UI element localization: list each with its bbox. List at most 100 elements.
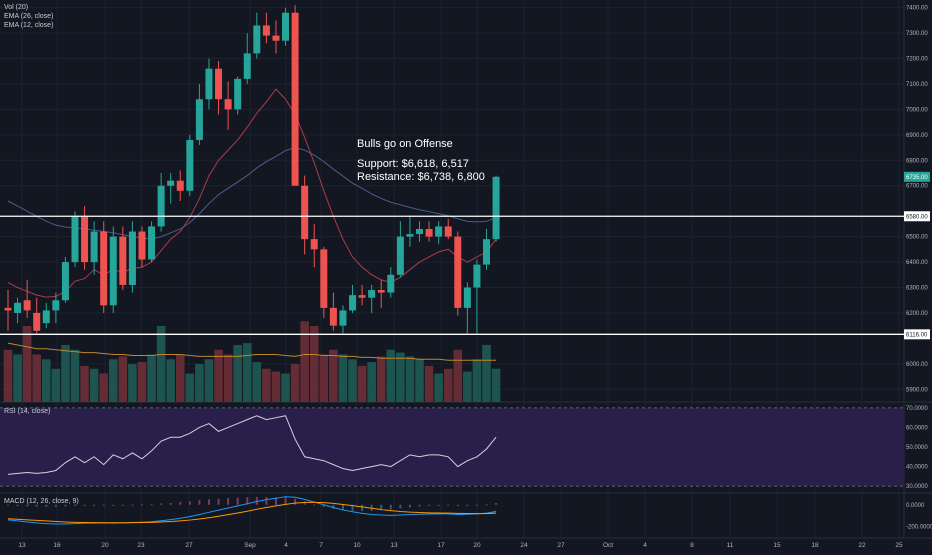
candle-body: [42, 310, 50, 324]
candle-body: [157, 185, 165, 227]
candle-body: [282, 12, 290, 41]
macd-histogram-bar: [456, 504, 459, 506]
date-tick-label: 25: [895, 542, 903, 549]
volume-bar: [61, 345, 70, 402]
macd-histogram-bar: [169, 502, 172, 505]
date-tick-label: 8: [690, 542, 694, 549]
macd-histogram-bar: [389, 504, 392, 510]
macd-histogram-bar: [16, 504, 19, 507]
candle-body: [435, 226, 443, 237]
macd-histogram-bar: [294, 498, 297, 505]
price-tick-label: 5900.00: [906, 387, 928, 393]
candles: [4, 5, 500, 334]
volume-bar: [214, 349, 223, 402]
macd-histogram-bar: [313, 504, 316, 506]
macd-histogram-bar: [466, 504, 469, 506]
date-tick-label: 16: [53, 542, 61, 549]
date-tick-label: 27: [557, 542, 565, 549]
volume-ma-line: [7, 342, 497, 361]
rsi-pane: [0, 407, 904, 487]
candle-body: [4, 307, 12, 311]
candle-body: [349, 295, 357, 311]
candle-body: [176, 180, 184, 191]
rsi-tick-label: 30.0000: [906, 484, 928, 490]
volume-bar: [319, 354, 329, 402]
volume-bar: [99, 373, 108, 402]
macd-histogram-bar: [437, 504, 440, 506]
volume-bar: [443, 368, 453, 402]
macd-histogram-bar: [7, 504, 9, 506]
candle-body: [100, 231, 108, 306]
macd-histogram-bar: [160, 503, 163, 505]
macd-legend-label: MACD (12, 26, close, 9): [4, 498, 79, 505]
macd-tick-label: 0.0000: [906, 503, 925, 509]
macd-histogram-bar: [485, 504, 488, 506]
macd-histogram-bar: [121, 504, 124, 506]
candle-body: [483, 239, 490, 265]
candle-body: [81, 216, 89, 263]
price-tick-label: 6200.00: [906, 311, 928, 317]
macd-histogram-bar: [399, 504, 402, 509]
volume-bar: [281, 373, 290, 402]
candle-body: [320, 249, 328, 308]
rsi-legend-label: RSI (14, close): [4, 408, 51, 415]
volume-bar: [463, 371, 472, 402]
volume-bar: [185, 373, 195, 402]
vol-legend-label: Vol (20): [4, 4, 29, 11]
date-tick-label: 11: [727, 542, 734, 549]
macd-histogram-bar: [188, 501, 191, 505]
volume-bar: [70, 349, 80, 402]
annotation-support: Support: $6,618, 6,517: [357, 158, 469, 170]
candle-body: [215, 68, 223, 100]
macd-histogram-bar: [64, 504, 67, 507]
price-label: 6116.00: [906, 332, 928, 338]
annotation-title: Bulls go on Offense: [357, 138, 453, 150]
volume-bar: [22, 326, 32, 402]
volume-bar: [89, 368, 99, 402]
macd-histogram-bar: [447, 504, 450, 506]
macd-histogram-bar: [198, 500, 201, 505]
macd-histogram-bar: [408, 504, 411, 508]
volume-bar: [175, 354, 185, 402]
macd-histogram-bar: [83, 504, 86, 506]
candle-body: [425, 228, 433, 237]
candle-body: [272, 35, 280, 41]
date-tick-label: 4: [284, 542, 288, 549]
candle-body: [61, 262, 69, 301]
macd-histogram-bar: [54, 504, 57, 507]
volume-bar: [396, 352, 405, 402]
rsi-tick-label: 70.0000: [906, 406, 928, 412]
ema26-legend-label: EMA (26, close): [4, 13, 54, 20]
date-tick-label: Oct: [603, 542, 613, 549]
candle-body: [406, 234, 414, 237]
volume-bar: [434, 373, 443, 402]
volume-bar: [491, 368, 501, 402]
rsi-band: [0, 407, 904, 487]
volume-bar: [348, 359, 357, 402]
volume-bar: [128, 364, 137, 402]
volume-bar: [13, 354, 22, 402]
macd-histogram-bar: [131, 504, 134, 506]
candle-body: [329, 307, 337, 326]
price-tick-label: 6900.00: [906, 133, 928, 139]
volume-bar: [357, 365, 367, 402]
price-tick-label: 7300.00: [906, 31, 928, 37]
volume-bar: [32, 354, 41, 402]
volume-bar: [472, 359, 482, 402]
volume-bar: [329, 349, 338, 402]
ema-lines: [7, 88, 497, 298]
annotation-resistance: Resistance: $6,738, 6,800: [357, 171, 485, 183]
rsi-tick-label: 60.0000: [906, 425, 928, 431]
rsi-tick-label: 40.0000: [906, 465, 928, 471]
candle-body: [253, 25, 261, 54]
macd-histogram-bar: [428, 504, 431, 506]
macd-histogram-bar: [332, 504, 335, 509]
date-tick-label: 20: [473, 542, 481, 549]
volume-bar: [405, 356, 415, 402]
volume-bar: [166, 359, 175, 402]
volume-bar: [3, 349, 13, 402]
date-tick-label: 20: [101, 542, 109, 549]
volume-bar: [195, 364, 204, 402]
